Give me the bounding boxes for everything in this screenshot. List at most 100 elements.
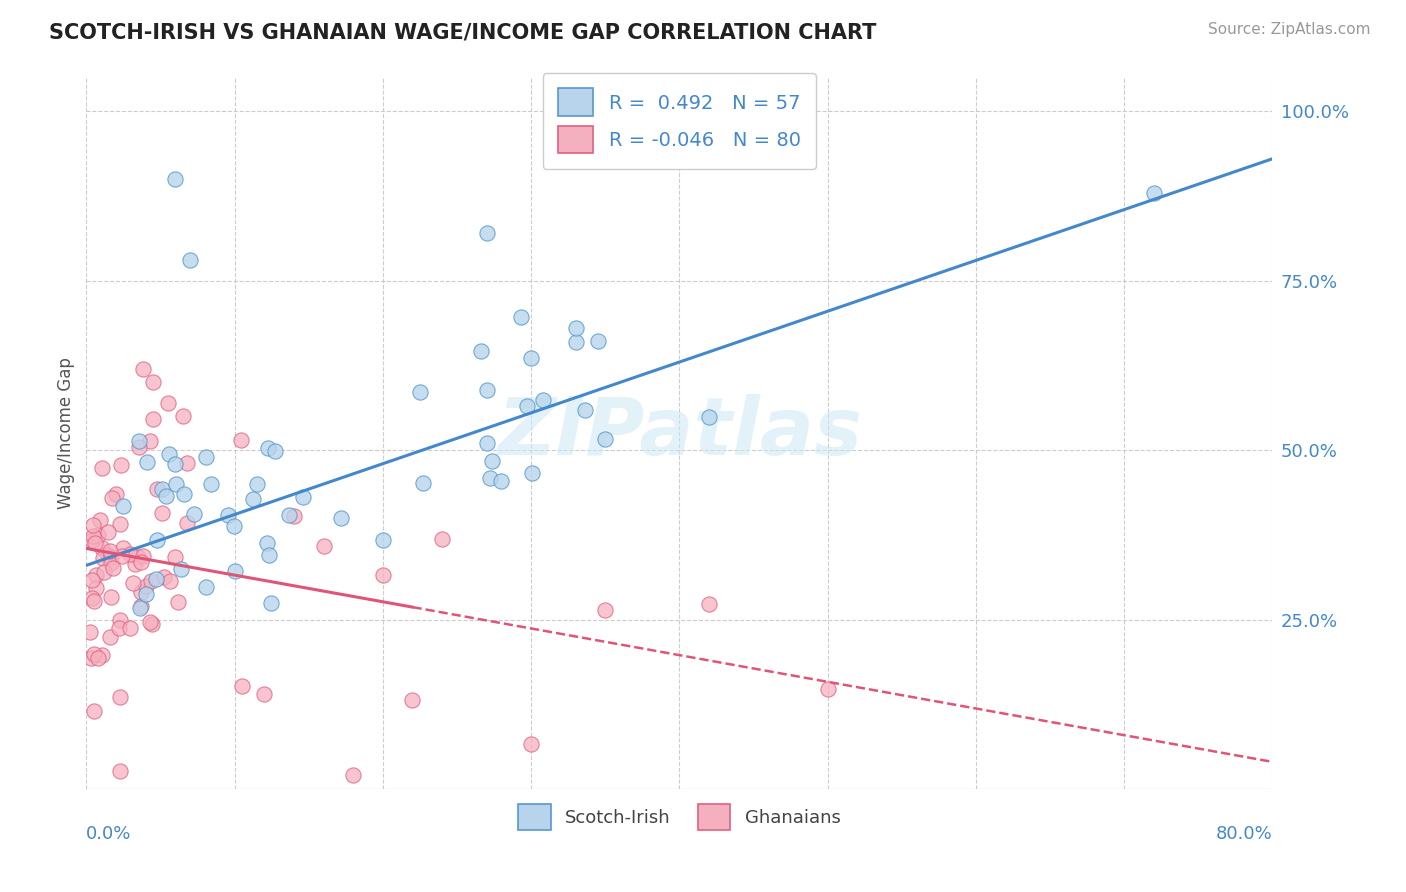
Point: [165, 476, 187, 491]
Point: [111, 549, 134, 563]
Point: [83, 704, 105, 718]
Point: [401, 693, 423, 707]
Point: [475, 383, 498, 397]
Point: [139, 574, 162, 589]
Point: [91, 541, 114, 556]
Point: [132, 549, 155, 563]
Text: ZIPatlas: ZIPatlas: [496, 394, 862, 472]
Point: [564, 334, 586, 349]
Point: [91, 550, 114, 565]
Point: [172, 409, 194, 424]
Point: [83, 536, 105, 550]
Point: [150, 506, 173, 520]
Point: [124, 557, 146, 571]
Point: [80, 651, 103, 665]
Point: [194, 450, 217, 464]
Point: [98, 544, 121, 558]
Legend: Scotch-Irish, Ghanaians: Scotch-Irish, Ghanaians: [510, 797, 848, 837]
Point: [135, 579, 157, 593]
Point: [520, 737, 543, 751]
Point: [108, 614, 131, 628]
Point: [89, 513, 111, 527]
Point: [224, 564, 246, 578]
Point: [312, 539, 335, 553]
Y-axis label: Wage/Income Gap: Wage/Income Gap: [58, 358, 75, 509]
Point: [165, 550, 187, 565]
Point: [520, 351, 543, 366]
Point: [110, 764, 132, 778]
Point: [129, 599, 152, 613]
Point: [256, 536, 278, 550]
Point: [84, 568, 107, 582]
Point: [278, 508, 301, 522]
Point: [128, 601, 150, 615]
Point: [283, 509, 305, 524]
Point: [564, 321, 586, 335]
Point: [253, 687, 276, 701]
Point: [131, 361, 153, 376]
Point: [342, 768, 364, 782]
Point: [101, 491, 124, 506]
Point: [82, 573, 104, 587]
Point: [108, 516, 131, 531]
Point: [105, 486, 128, 500]
Point: [409, 384, 432, 399]
Point: [697, 597, 720, 611]
Point: [176, 516, 198, 530]
Point: [112, 541, 135, 555]
Point: [97, 548, 120, 562]
Point: [165, 172, 187, 186]
Point: [142, 412, 165, 426]
Point: [82, 591, 104, 605]
Point: [263, 444, 285, 458]
Point: [152, 570, 174, 584]
Point: [91, 461, 114, 475]
Point: [100, 549, 122, 564]
Point: [128, 434, 150, 449]
Point: [170, 562, 193, 576]
Point: [163, 457, 186, 471]
Point: [475, 227, 498, 241]
Point: [129, 585, 152, 599]
Point: [82, 529, 104, 543]
Point: [176, 456, 198, 470]
Point: [156, 395, 179, 409]
Point: [159, 574, 181, 588]
Point: [97, 524, 120, 539]
Point: [531, 393, 554, 408]
Point: [470, 344, 492, 359]
Point: [817, 681, 839, 696]
Point: [574, 403, 596, 417]
Point: [108, 690, 131, 704]
Point: [100, 591, 122, 605]
Point: [110, 458, 132, 472]
Point: [82, 517, 104, 532]
Point: [157, 447, 180, 461]
Point: [231, 680, 253, 694]
Point: [87, 527, 110, 541]
Point: [83, 647, 105, 661]
Point: [231, 434, 253, 448]
Text: Source: ZipAtlas.com: Source: ZipAtlas.com: [1208, 22, 1371, 37]
Point: [127, 549, 149, 564]
Point: [146, 482, 169, 496]
Point: [128, 441, 150, 455]
Text: SCOTCH-IRISH VS GHANAIAN WAGE/INCOME GAP CORRELATION CHART: SCOTCH-IRISH VS GHANAIAN WAGE/INCOME GAP…: [49, 22, 876, 42]
Point: [82, 533, 104, 547]
Point: [194, 580, 217, 594]
Text: 0.0%: 0.0%: [86, 824, 132, 843]
Point: [593, 603, 616, 617]
Point: [150, 482, 173, 496]
Point: [83, 594, 105, 608]
Point: [179, 253, 201, 268]
Point: [155, 489, 177, 503]
Point: [479, 471, 502, 485]
Point: [139, 615, 162, 629]
Point: [101, 561, 124, 575]
Point: [118, 621, 141, 635]
Point: [481, 454, 503, 468]
Point: [79, 624, 101, 639]
Point: [593, 432, 616, 446]
Point: [90, 648, 112, 662]
Point: [146, 533, 169, 547]
